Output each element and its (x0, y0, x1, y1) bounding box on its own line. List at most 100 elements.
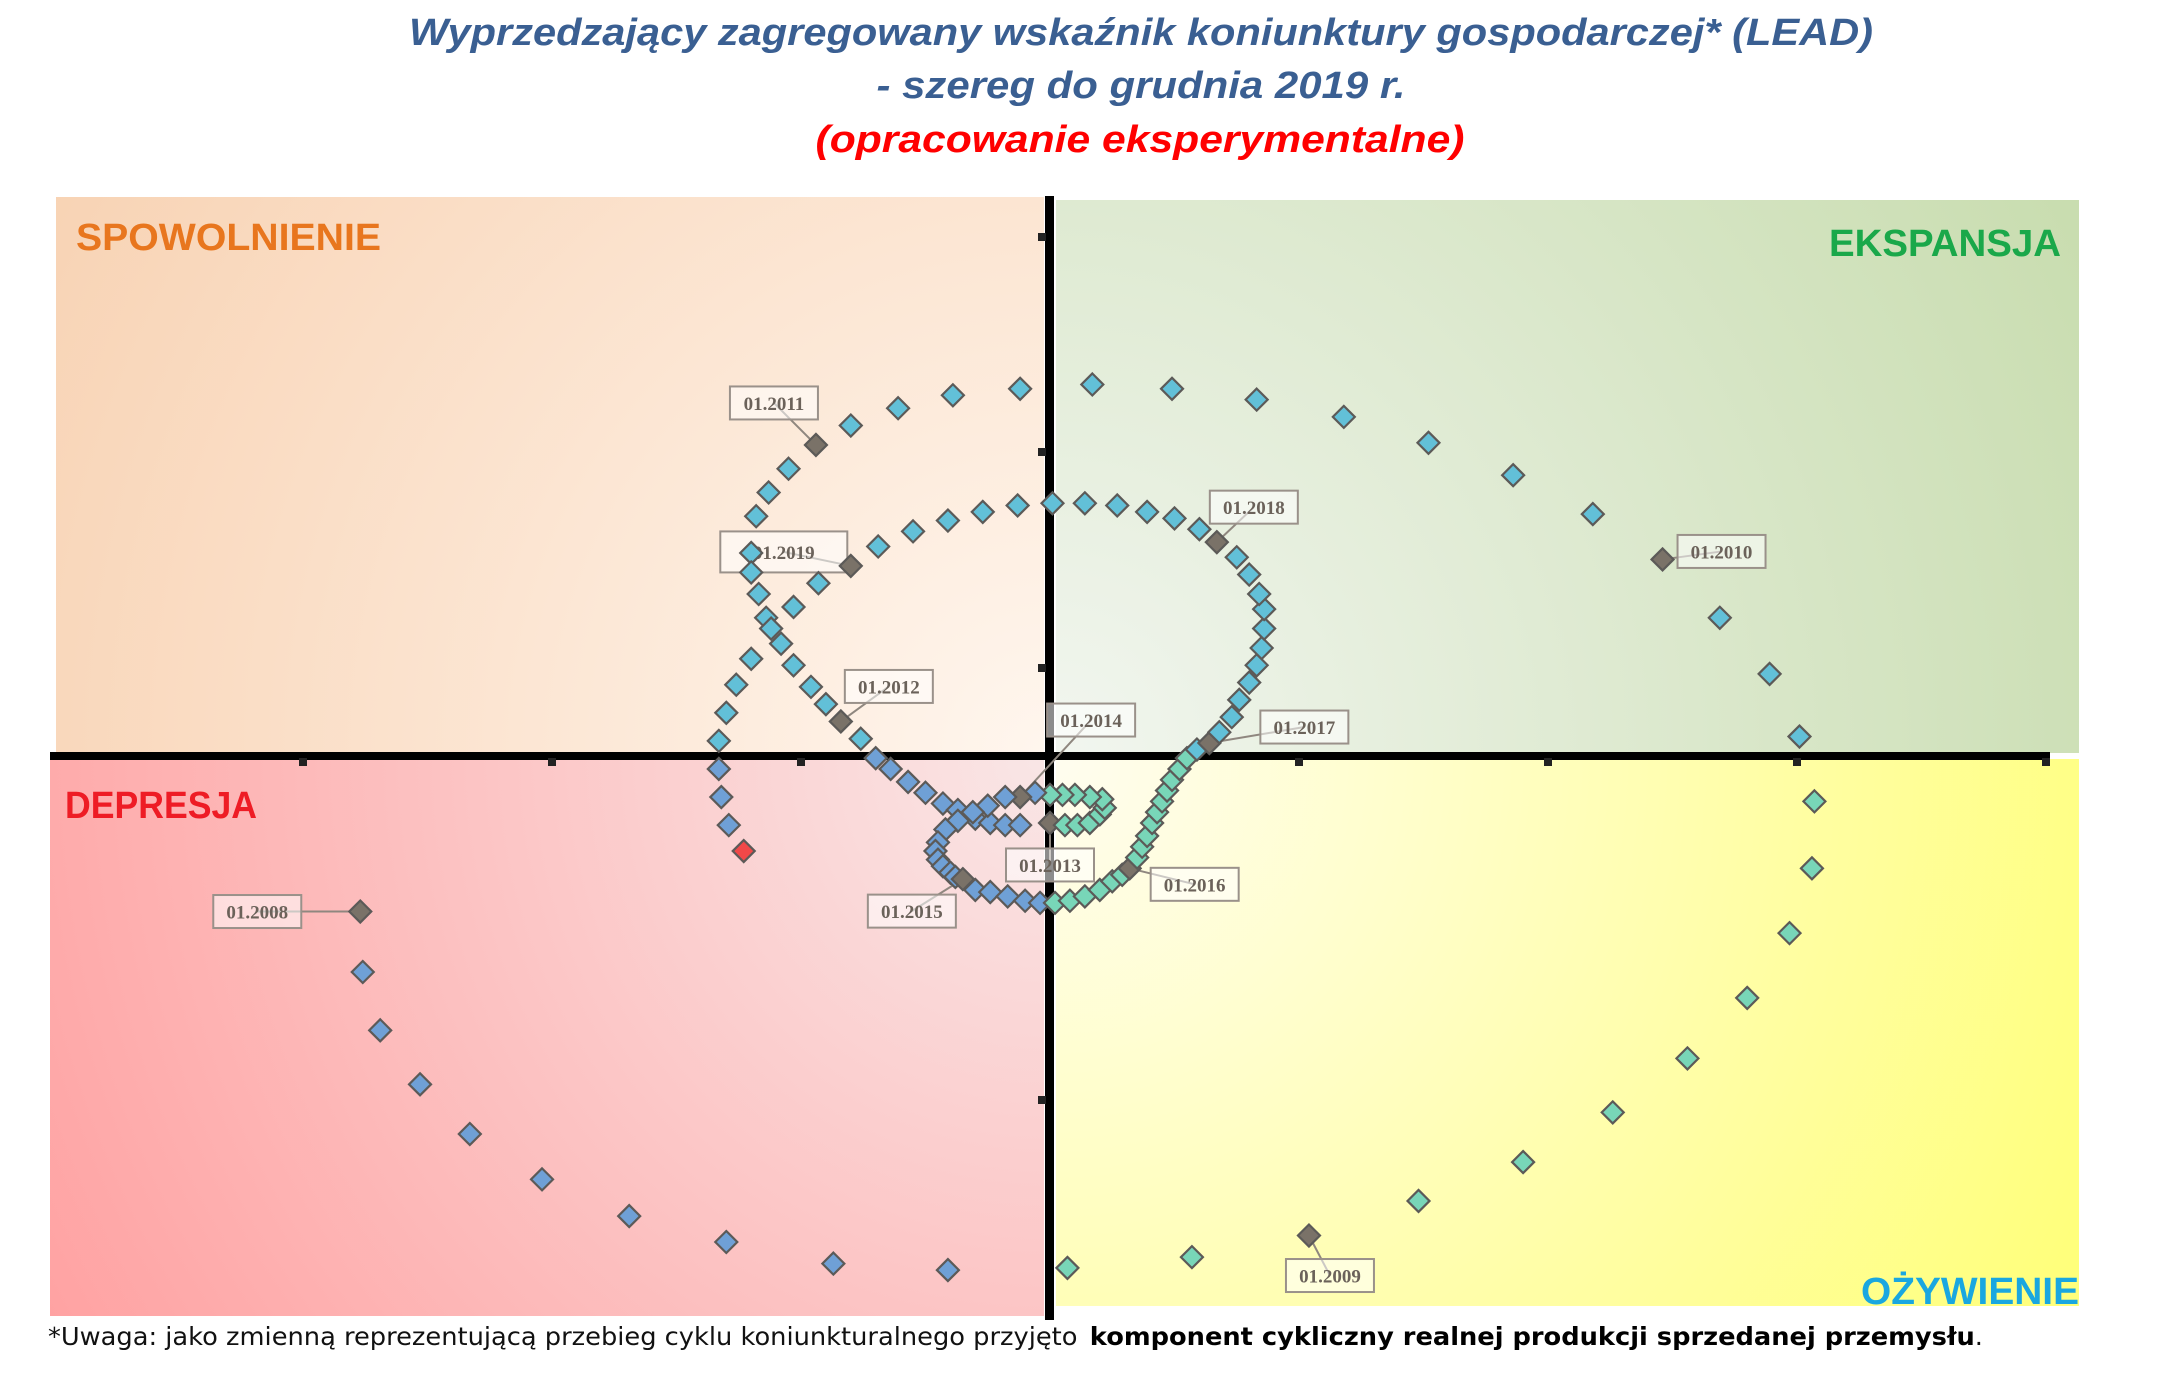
data-point (616, 1203, 642, 1229)
y-axis-tick (1038, 1096, 1046, 1104)
data-point (1776, 920, 1803, 946)
data-point (1007, 376, 1033, 402)
data-point (1734, 985, 1760, 1011)
axes (50, 196, 2050, 1320)
data-point (407, 1071, 433, 1097)
data-point-january (347, 898, 373, 925)
data-point (1072, 490, 1098, 516)
chart-title-line2: - szereg do grudnia 2019 r. (877, 65, 1406, 107)
data-point (977, 810, 1003, 836)
annotation-01-2016: 01.2016 (1129, 866, 1240, 902)
data-point (1226, 687, 1252, 713)
data-point (1415, 430, 1442, 456)
data-point (1179, 1244, 1205, 1270)
data-point (820, 1251, 846, 1277)
footnote-end: . (1975, 1322, 1983, 1351)
data-point-january (828, 708, 854, 734)
annotation-text: 01.2018 (1223, 498, 1285, 519)
data-point (708, 784, 734, 810)
y-axis-tick (1038, 448, 1046, 456)
data-point (780, 594, 807, 620)
annotation-text: 01.2017 (1273, 718, 1335, 739)
data-point (1786, 724, 1813, 750)
annotation-text: 01.2009 (1299, 1267, 1361, 1288)
annotation-text: 01.2011 (744, 394, 805, 415)
data-point (885, 395, 911, 421)
annotation-box (1259, 709, 1350, 745)
data-point (1236, 670, 1262, 696)
data-point (1159, 376, 1185, 402)
data-point (738, 646, 764, 672)
data-point (962, 877, 988, 903)
data-point (756, 479, 782, 506)
data-point (1600, 1099, 1626, 1125)
data-point (1039, 490, 1066, 516)
data-point-january (1296, 1222, 1322, 1249)
data-point (970, 499, 996, 525)
annotation-01-2008: 01.2008 (212, 894, 361, 930)
data-point (746, 581, 772, 607)
quadrant-spowolnienie (56, 197, 1044, 753)
annotation-01-2010: 01.2010 (1662, 533, 1767, 569)
annotation-text: 01.2019 (753, 543, 815, 564)
data-point (706, 756, 732, 782)
data-point (995, 883, 1021, 909)
data-point (1224, 544, 1250, 570)
quadrant-ekspansja (1056, 200, 2079, 753)
data-point-january (803, 432, 829, 458)
data-point (1134, 499, 1160, 525)
annotation-box (1005, 847, 1095, 883)
x-axis-tick (1793, 758, 1801, 766)
y-axis-tick (1038, 664, 1046, 672)
data-point (1206, 719, 1232, 745)
annotation-01-2013: 01.2013 (1005, 822, 1095, 883)
data-point (780, 652, 807, 678)
data-markers (347, 371, 1827, 1283)
axis-ticks (299, 233, 2050, 1104)
chart-subtitle: (opracowanie eksperymentalne) (816, 119, 1465, 161)
data-point (1799, 855, 1825, 881)
footnote: *Uwaga: jako zmienną reprezentującą prze… (48, 1322, 1983, 1351)
data-point (713, 1229, 739, 1255)
data-point (878, 756, 904, 782)
annotation-box (212, 894, 303, 930)
annotation-01-2012: 01.2012 (840, 668, 934, 723)
data-point (1161, 505, 1188, 531)
data-point (1707, 605, 1733, 631)
quadrant-depresja (50, 759, 1044, 1316)
data-point (713, 700, 739, 726)
annotation-box (1676, 533, 1767, 569)
data-point-january (1204, 529, 1230, 555)
data-point (1580, 501, 1606, 527)
data-point (848, 726, 874, 752)
y-axis-tick (1038, 233, 1046, 241)
annotation-box (1284, 1258, 1375, 1294)
x-axis-tick (1544, 758, 1552, 766)
data-point (1236, 562, 1262, 588)
data-point (1219, 704, 1245, 730)
quadrant-label-spowolnienie: SPOWOLNIENIE (76, 217, 381, 259)
annotation-01-2015: 01.2015 (866, 878, 964, 929)
annotation-box (728, 385, 819, 421)
annotation-text: 01.2010 (1691, 542, 1753, 563)
annotation-01-2018: 01.2018 (1208, 489, 1299, 543)
data-point (457, 1121, 483, 1147)
data-point (992, 784, 1018, 810)
data-point (900, 518, 926, 544)
data-point (838, 412, 864, 439)
data-point (940, 382, 966, 408)
data-point (912, 780, 939, 806)
chart-title-line1: Wyprzedzający zagregowany wskaźnik koniu… (409, 12, 1873, 54)
data-point (1251, 616, 1277, 642)
data-point (1246, 581, 1272, 607)
data-point (863, 745, 889, 771)
footnote-text: *Uwaga: jako zmienną reprezentującą prze… (48, 1322, 1077, 1351)
y-axis-line (1045, 196, 1054, 1320)
data-point-january (1037, 810, 1063, 836)
data-point (895, 769, 921, 795)
data-point (706, 728, 732, 754)
data-point (805, 570, 831, 596)
data-point (1331, 404, 1357, 430)
data-point (367, 1017, 393, 1043)
